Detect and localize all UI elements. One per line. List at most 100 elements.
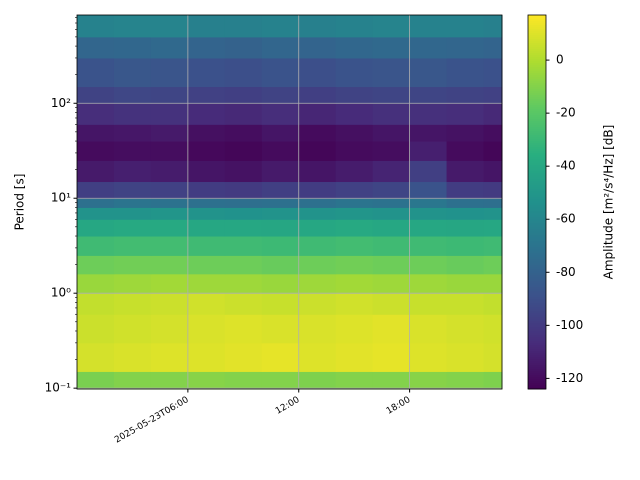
heatmap-cell — [483, 181, 503, 199]
heatmap-cell — [187, 314, 226, 344]
heatmap-cell — [150, 124, 189, 142]
colorbar-swatch — [528, 153, 546, 156]
heatmap-cell — [187, 273, 226, 294]
heatmap-cell — [372, 15, 411, 38]
heatmap-cell — [335, 207, 374, 220]
colorbar-swatch — [528, 263, 546, 266]
colorbar-swatch — [528, 325, 546, 328]
heatmap-cell — [224, 15, 263, 38]
heatmap-cell — [150, 141, 189, 161]
heatmap-cell — [483, 103, 503, 125]
colorbar-swatch — [528, 299, 546, 302]
heatmap-cell — [77, 15, 115, 38]
colorbar-frame — [527, 14, 547, 390]
colorbar-label: Amplitude [m²/s⁴/Hz] [dB] — [602, 125, 616, 280]
heatmap-cell — [187, 160, 226, 183]
colorbar-swatch — [528, 61, 546, 64]
colorbar-tick-label: -100 — [556, 318, 583, 332]
colorbar-swatch — [528, 211, 546, 214]
colorbar-swatch — [528, 97, 546, 100]
heatmap-cell — [409, 15, 448, 38]
colorbar-swatch — [528, 241, 546, 244]
colorbar-swatch — [528, 349, 546, 352]
heatmap-cell — [409, 207, 448, 220]
colorbar-swatch — [528, 301, 546, 304]
colorbar-swatch — [528, 193, 546, 196]
heatmap-cell — [77, 103, 115, 125]
colorbar-swatch — [528, 253, 546, 256]
heatmap-cell — [335, 15, 374, 38]
colorbar-swatch — [528, 87, 546, 90]
colorbar-swatch — [528, 287, 546, 290]
heatmap-cell — [77, 36, 115, 59]
heatmap-cell — [224, 219, 263, 237]
heatmap-cell — [261, 86, 300, 104]
colorbar-swatch — [528, 311, 546, 314]
heatmap-cell — [446, 160, 485, 183]
heatmap-cell — [187, 103, 226, 125]
colorbar-swatch — [528, 365, 546, 368]
colorbar-swatch — [528, 243, 546, 246]
x-tick-label: 2025-05-23T06:00 — [113, 395, 191, 446]
heatmap-cell — [224, 273, 263, 294]
colorbar-swatch — [528, 327, 546, 330]
colorbar-swatch — [528, 37, 546, 40]
colorbar-swatch — [528, 343, 546, 346]
heatmap-cell — [335, 103, 374, 125]
heatmap-cell — [261, 36, 300, 59]
colorbar-swatch — [528, 293, 546, 296]
heatmap-cell — [224, 124, 263, 142]
heatmap-cell — [77, 181, 115, 199]
colorbar-swatch — [528, 215, 546, 218]
heatmap-cell — [261, 273, 300, 294]
colorbar-swatch — [528, 47, 546, 50]
heatmap-cell — [187, 57, 226, 88]
heatmap-cell — [187, 255, 226, 275]
colorbar-swatch — [528, 307, 546, 310]
colorbar-tick-label: -120 — [556, 371, 583, 385]
colorbar-swatch — [528, 333, 546, 336]
colorbar-swatch — [528, 371, 546, 374]
colorbar-swatch — [528, 259, 546, 262]
colorbar-swatch — [528, 317, 546, 320]
heatmap-cell — [224, 57, 263, 88]
colorbar-swatch — [528, 275, 546, 278]
heatmap-cell — [113, 160, 152, 183]
heatmap-cell — [409, 273, 448, 294]
heatmap-cell — [335, 160, 374, 183]
colorbar-swatch — [528, 139, 546, 142]
heatmap-cell — [113, 207, 152, 220]
heatmap-cell — [77, 198, 115, 208]
colorbar-swatch — [528, 159, 546, 162]
colorbar-swatch — [528, 227, 546, 230]
colorbar-swatch — [528, 313, 546, 316]
heatmap-cell — [187, 15, 226, 38]
heatmap-cell — [113, 255, 152, 275]
colorbar-swatch — [528, 77, 546, 80]
colorbar-swatch — [528, 145, 546, 148]
heatmap-cell — [446, 36, 485, 59]
heatmap-cell — [483, 236, 503, 256]
heatmap-cell — [261, 293, 300, 315]
heatmap-cell — [261, 371, 300, 390]
heatmap-cell — [372, 181, 411, 199]
colorbar-tick-label: -20 — [556, 106, 576, 120]
colorbar-swatch — [528, 125, 546, 128]
heatmap-cell — [224, 181, 263, 199]
heatmap-cell — [372, 198, 411, 208]
heatmap-cell — [446, 141, 485, 161]
heatmap-cell — [298, 141, 337, 161]
heatmap-cell — [483, 255, 503, 275]
heatmap-cell — [77, 293, 115, 315]
heatmap-cell — [298, 181, 337, 199]
heatmap-cell — [77, 207, 115, 220]
heatmap-cell — [187, 342, 226, 372]
colorbar-swatch — [528, 195, 546, 198]
x-tick-label: 18:00 — [385, 395, 413, 417]
heatmap-cell — [261, 207, 300, 220]
colorbar-swatch — [528, 387, 546, 390]
heatmap-cell — [483, 124, 503, 142]
colorbar-swatch — [528, 239, 546, 242]
heatmap-cell — [261, 15, 300, 38]
colorbar-swatch — [528, 213, 546, 216]
